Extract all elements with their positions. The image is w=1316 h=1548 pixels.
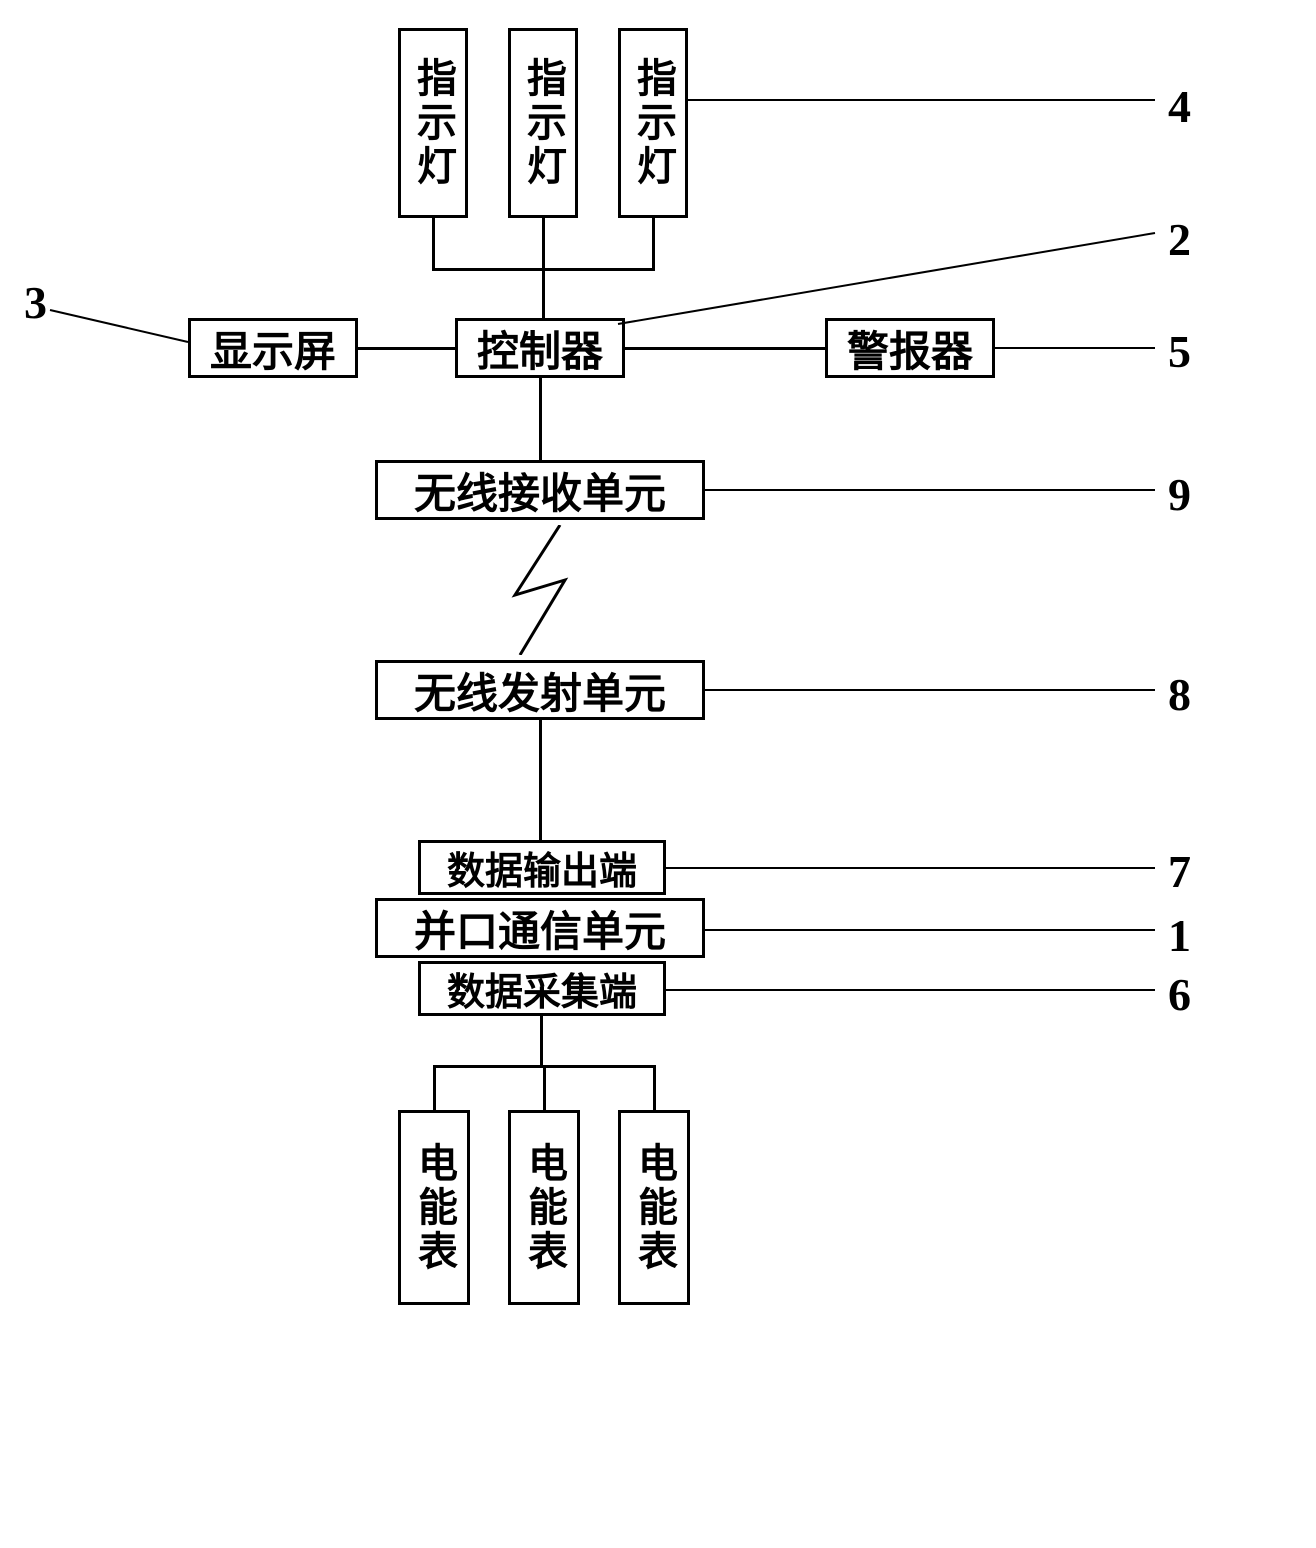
edge-line xyxy=(432,268,655,271)
controller-box: 控制器 xyxy=(455,318,625,378)
ref-number-4: 4 xyxy=(1168,80,1191,133)
edge-line xyxy=(543,1065,546,1110)
energy-meter-2-box: 电能表 xyxy=(508,1110,580,1305)
energy-meter-1-label: 电能表 xyxy=(405,1142,463,1274)
ref-number-6: 6 xyxy=(1168,968,1191,1021)
energy-meter-1-box: 电能表 xyxy=(398,1110,470,1305)
data-output-label: 数据输出端 xyxy=(447,840,637,895)
ref-number-2: 2 xyxy=(1168,213,1191,266)
energy-meter-3-box: 电能表 xyxy=(618,1110,690,1305)
indicator-light-2-label: 指示灯 xyxy=(514,57,572,189)
ref-number-3: 3 xyxy=(24,276,47,329)
ref-number-9: 9 xyxy=(1168,468,1191,521)
wireless-link-icon xyxy=(500,525,580,655)
ref-number-5: 5 xyxy=(1168,325,1191,378)
data-collect-label: 数据采集端 xyxy=(447,961,637,1016)
edge-line xyxy=(540,1016,543,1068)
display-screen-box: 显示屏 xyxy=(188,318,358,378)
indicator-light-1-box: 指示灯 xyxy=(398,28,468,218)
indicator-light-3-label: 指示灯 xyxy=(624,57,682,189)
edge-line xyxy=(432,218,435,270)
indicator-light-2-box: 指示灯 xyxy=(508,28,578,218)
display-screen-label: 显示屏 xyxy=(210,318,336,379)
indicator-light-3-box: 指示灯 xyxy=(618,28,688,218)
ref-number-8: 8 xyxy=(1168,668,1191,721)
data-output-box: 数据输出端 xyxy=(418,840,666,895)
parallel-comm-box: 并口通信单元 xyxy=(375,898,705,958)
edge-line xyxy=(539,720,542,840)
energy-meter-3-label: 电能表 xyxy=(625,1142,683,1274)
ref-number-7: 7 xyxy=(1168,845,1191,898)
edge-line xyxy=(539,378,542,460)
alarm-box: 警报器 xyxy=(825,318,995,378)
wireless-receiver-label: 无线接收单元 xyxy=(414,460,666,521)
energy-meter-2-label: 电能表 xyxy=(515,1142,573,1274)
controller-label: 控制器 xyxy=(477,318,603,379)
alarm-label: 警报器 xyxy=(847,318,973,379)
edge-line xyxy=(625,347,825,350)
edge-line xyxy=(652,218,655,270)
edge-line xyxy=(653,1065,656,1110)
data-collect-box: 数据采集端 xyxy=(418,961,666,1016)
edge-line xyxy=(358,347,455,350)
wireless-transmitter-box: 无线发射单元 xyxy=(375,660,705,720)
ref-number-1: 1 xyxy=(1168,909,1191,962)
parallel-comm-label: 并口通信单元 xyxy=(414,898,666,959)
ref-lines-layer xyxy=(0,0,1316,1548)
wireless-transmitter-label: 无线发射单元 xyxy=(414,660,666,721)
wireless-receiver-box: 无线接收单元 xyxy=(375,460,705,520)
indicator-light-1-label: 指示灯 xyxy=(404,57,462,189)
edge-line xyxy=(433,1065,436,1110)
